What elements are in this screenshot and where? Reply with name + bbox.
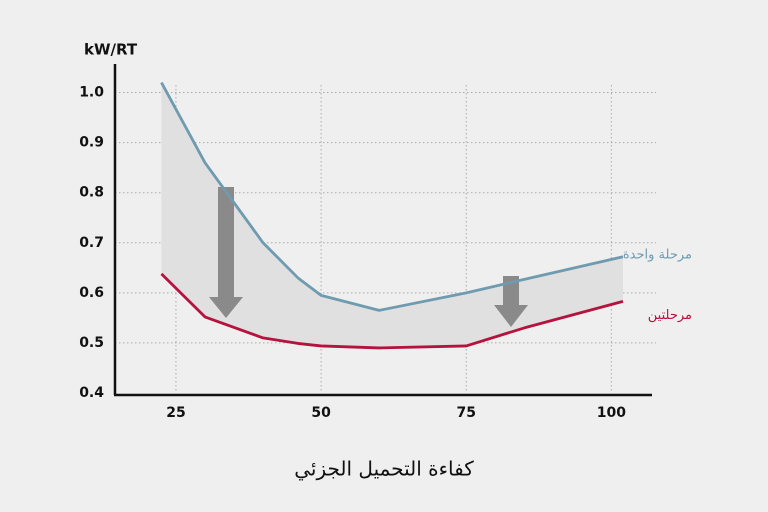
legend-label: مرحلة واحدة: [623, 247, 692, 262]
lines: مرحلة واحدة مرحلتين: [160, 81, 692, 350]
y-tick-label: 0.7: [79, 235, 104, 251]
x-tick-label: 25: [166, 405, 185, 421]
series-line: [160, 272, 624, 350]
series-line: [160, 81, 624, 312]
x-tick-label: 50: [311, 405, 331, 421]
y-tick-label: 0.4: [79, 385, 104, 401]
y-tick-label: 0.8: [79, 185, 104, 201]
legend-label: مرحلتين: [648, 308, 692, 323]
x-tick-label: 100: [597, 405, 626, 421]
x-tick-label: 75: [456, 405, 475, 421]
arrow-head: [494, 305, 528, 327]
arrows: [209, 187, 528, 327]
y-tick-label: 0.9: [79, 135, 104, 151]
y-tick-label: 1.0: [79, 85, 104, 101]
arrow-head: [209, 297, 243, 318]
x-axis-title: كفاءة التحميل الجزئي: [294, 457, 474, 482]
y-tick-label: 0.5: [79, 335, 104, 351]
y-tick-label: 0.6: [79, 285, 104, 301]
arrow: [218, 187, 234, 299]
shaded-band: [161, 82, 623, 348]
ticks: 0.4 0.5 0.6 0.7 0.8 0.9 1.0 25 50 75 100: [79, 85, 626, 421]
area-layer: [161, 82, 623, 348]
y-unit: kW/RT: [84, 41, 138, 59]
